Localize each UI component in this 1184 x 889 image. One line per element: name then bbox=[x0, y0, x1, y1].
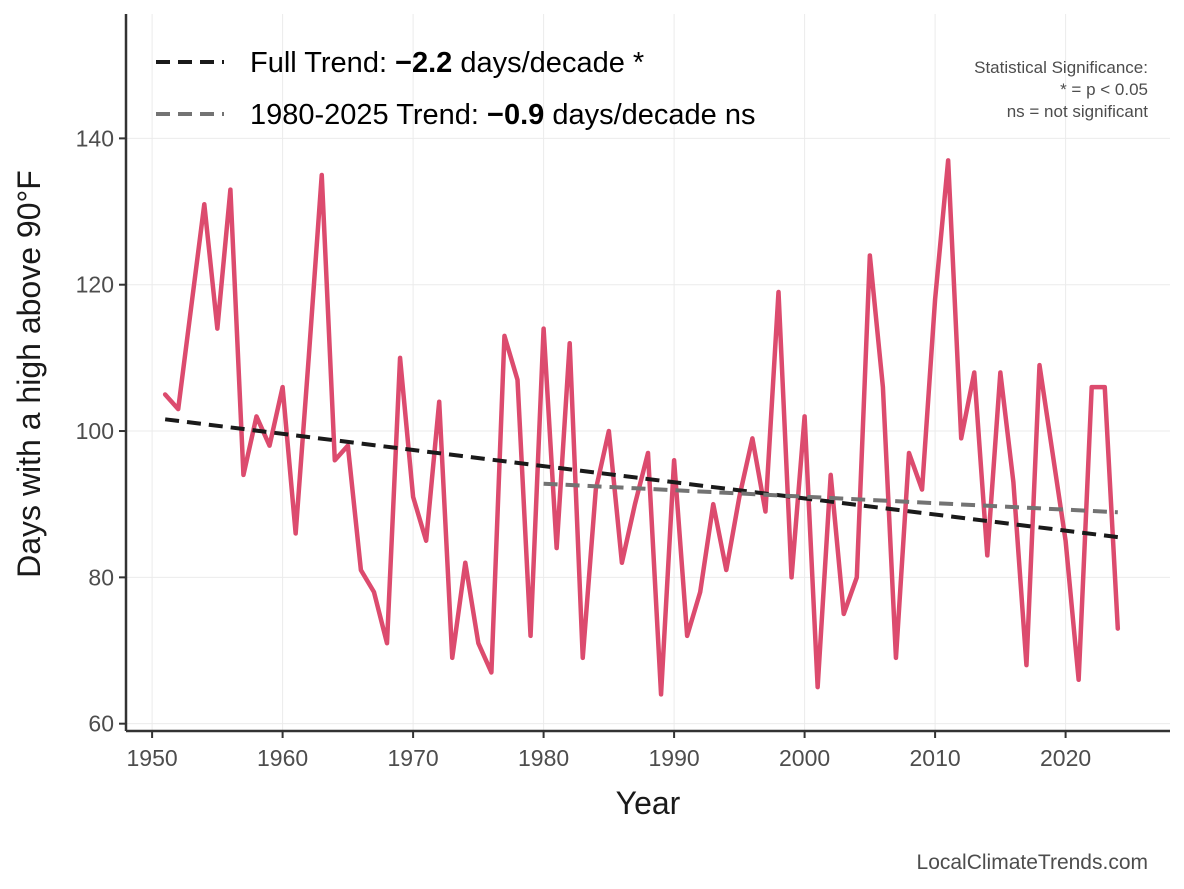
x-tick-label-2000: 2000 bbox=[779, 745, 830, 771]
grid bbox=[126, 14, 1170, 731]
y-tick-label-80: 80 bbox=[88, 564, 114, 590]
y-axis-title: Days with a high above 90°F bbox=[11, 170, 47, 578]
x-tick-label-1960: 1960 bbox=[257, 745, 308, 771]
significance-note-line-2: * = p < 0.05 bbox=[1060, 80, 1148, 99]
x-tick-label-1950: 1950 bbox=[127, 745, 178, 771]
series-line-0 bbox=[162, 158, 1121, 697]
legend-label-1: 1980-2025 Trend: −0.9 days/decade ns bbox=[250, 99, 755, 131]
x-axis-title: Year bbox=[616, 785, 681, 821]
y-tick-label-100: 100 bbox=[76, 418, 114, 444]
x-tick-label-2020: 2020 bbox=[1040, 745, 1091, 771]
y-tick-label-120: 120 bbox=[76, 272, 114, 298]
x-tick-label-1970: 1970 bbox=[388, 745, 439, 771]
x-tick-label-1980: 1980 bbox=[518, 745, 569, 771]
series-layer bbox=[162, 158, 1121, 697]
ticks: 1950 1960 1970 1980 1990 2000 2010 2020 60 80 100 1… bbox=[76, 125, 1092, 771]
trend-line-1 bbox=[543, 481, 1118, 515]
trend-layer bbox=[164, 417, 1119, 540]
y-tick-label-60: 60 bbox=[88, 711, 114, 737]
significance-note: Statistical Significance: * = p < 0.05 n… bbox=[974, 58, 1148, 121]
trend-line-0 bbox=[164, 417, 1119, 540]
axes bbox=[124, 14, 1170, 733]
legend: Full Trend: −2.2 days/decade * 1980-2025 … bbox=[156, 47, 755, 131]
legend-label-0: Full Trend: −2.2 days/decade * bbox=[250, 47, 644, 79]
source-credit: LocalClimateTrends.com bbox=[917, 851, 1148, 874]
x-tick-label-2010: 2010 bbox=[910, 745, 961, 771]
significance-note-line-3: ns = not significant bbox=[1007, 102, 1149, 121]
y-tick-label-140: 140 bbox=[76, 125, 114, 151]
x-tick-label-1990: 1990 bbox=[649, 745, 700, 771]
significance-note-line-1: Statistical Significance: bbox=[974, 58, 1148, 77]
